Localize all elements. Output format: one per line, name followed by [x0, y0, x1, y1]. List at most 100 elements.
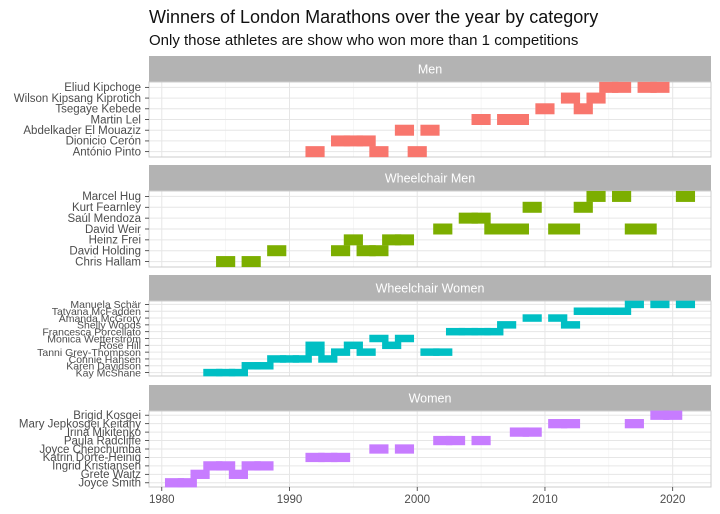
win-bar: [637, 223, 657, 235]
win-bar: [675, 190, 696, 202]
win-bar: [267, 245, 287, 257]
facet-strip-men: [149, 56, 711, 82]
facet-label-women: Women: [409, 392, 452, 406]
facet-strip-women: [149, 385, 711, 411]
win-bar: [433, 435, 453, 446]
win-bar: [343, 135, 363, 147]
win-bar: [241, 256, 261, 268]
y-tick-label: Martin Lel: [91, 114, 142, 126]
win-bar: [560, 92, 581, 104]
win-bar: [267, 355, 287, 363]
win-bar: [318, 452, 338, 463]
win-bar: [548, 223, 568, 235]
y-tick-label: Heinz Frei: [89, 235, 141, 247]
y-tick-label: Connie Hansen: [69, 354, 142, 366]
y-tick-label: David Holding: [69, 246, 141, 258]
win-bar: [599, 307, 619, 315]
win-bar: [522, 314, 542, 322]
win-bar: [369, 146, 389, 158]
win-bar: [548, 314, 568, 322]
win-bar: [356, 245, 376, 257]
win-bar: [650, 81, 670, 93]
win-bar: [637, 81, 657, 93]
win-bar: [624, 419, 644, 429]
win-bar: [560, 419, 581, 429]
win-bar: [663, 410, 683, 420]
win-bar: [560, 223, 581, 235]
win-bar: [484, 223, 504, 235]
y-tick-label: Tanni Grey-Thompson: [37, 347, 141, 359]
y-tick-label: Mary Jepkosgei Keitany: [19, 418, 141, 430]
win-bar: [433, 223, 453, 235]
win-bar: [433, 348, 453, 356]
win-bar: [612, 307, 632, 315]
win-bar: [535, 103, 555, 115]
win-bar: [407, 146, 427, 158]
x-tick-label: 1990: [277, 494, 303, 506]
y-tick-label: David Weir: [85, 224, 141, 236]
win-bar: [458, 212, 478, 224]
win-bar: [369, 334, 389, 343]
win-bar: [420, 124, 440, 136]
win-bar: [177, 478, 197, 488]
x-tick-label: 2000: [404, 494, 430, 506]
win-bar: [458, 327, 478, 336]
win-bar: [254, 362, 274, 370]
win-bar: [445, 435, 466, 446]
y-tick-label: Abdelkader El Mouaziz: [23, 125, 141, 137]
win-bar: [497, 114, 517, 125]
facet-label-men: Men: [418, 63, 442, 77]
y-tick-label: Eliud Kipchoge: [64, 82, 141, 94]
win-bar: [573, 307, 593, 315]
win-bar: [586, 190, 606, 202]
win-bar: [369, 444, 389, 454]
win-bar: [484, 327, 504, 336]
win-bar: [548, 419, 568, 429]
x-tick-label: 1980: [149, 494, 175, 506]
y-tick-label: Rose Hill: [99, 340, 141, 352]
y-tick-label: Grete Waitz: [81, 469, 142, 481]
win-bar: [216, 461, 236, 471]
win-bar: [343, 234, 363, 246]
win-bar: [216, 256, 236, 268]
win-bar: [509, 427, 529, 437]
y-tick-label: Kay McShane: [76, 367, 142, 379]
y-tick-label: Ingrid Kristiansen: [52, 461, 141, 473]
y-tick-label: António Pinto: [73, 146, 141, 158]
y-tick-label: Brigid Kosgei: [73, 410, 141, 422]
facet-label-wheelchair-women: Wheelchair Women: [376, 282, 485, 296]
win-bar: [497, 321, 517, 329]
facet-strip-wheelchair-women: [149, 275, 711, 301]
chart-title: Winners of London Marathons over the yea…: [149, 7, 599, 27]
win-bar: [420, 348, 440, 356]
y-tick-label: Marcel Hug: [82, 191, 141, 203]
win-bar: [331, 135, 351, 147]
win-bar: [394, 444, 415, 454]
win-bar: [331, 245, 351, 257]
y-tick-label: Monica Wetterström: [47, 333, 141, 345]
win-bar: [624, 300, 644, 309]
win-bar: [292, 355, 312, 363]
win-bar: [241, 362, 261, 370]
win-bar: [203, 368, 223, 377]
y-tick-label: Katrin Dörre-Heinig: [43, 452, 141, 464]
win-bar: [279, 355, 300, 363]
win-bar: [650, 300, 670, 309]
win-bar: [190, 469, 210, 479]
y-tick-label: Paula Radcliffe: [64, 435, 141, 447]
win-bar: [624, 223, 644, 235]
win-bar: [394, 234, 415, 246]
facet-strip-wheelchair-men: [149, 165, 711, 191]
win-bar: [586, 92, 606, 104]
win-bar: [445, 327, 466, 336]
win-bar: [305, 146, 325, 158]
y-tick-label: Shelly Woods: [77, 320, 141, 332]
win-bar: [509, 114, 529, 125]
y-tick-label: Dionicio Cerón: [66, 136, 141, 148]
y-tick-label: Amanda McGrory: [59, 313, 142, 325]
y-tick-label: Chris Hallam: [75, 256, 141, 268]
y-tick-label: Joyce Chepchumba: [39, 444, 141, 456]
win-bar: [331, 348, 351, 356]
y-tick-label: Irina Mikitenko: [67, 427, 141, 439]
